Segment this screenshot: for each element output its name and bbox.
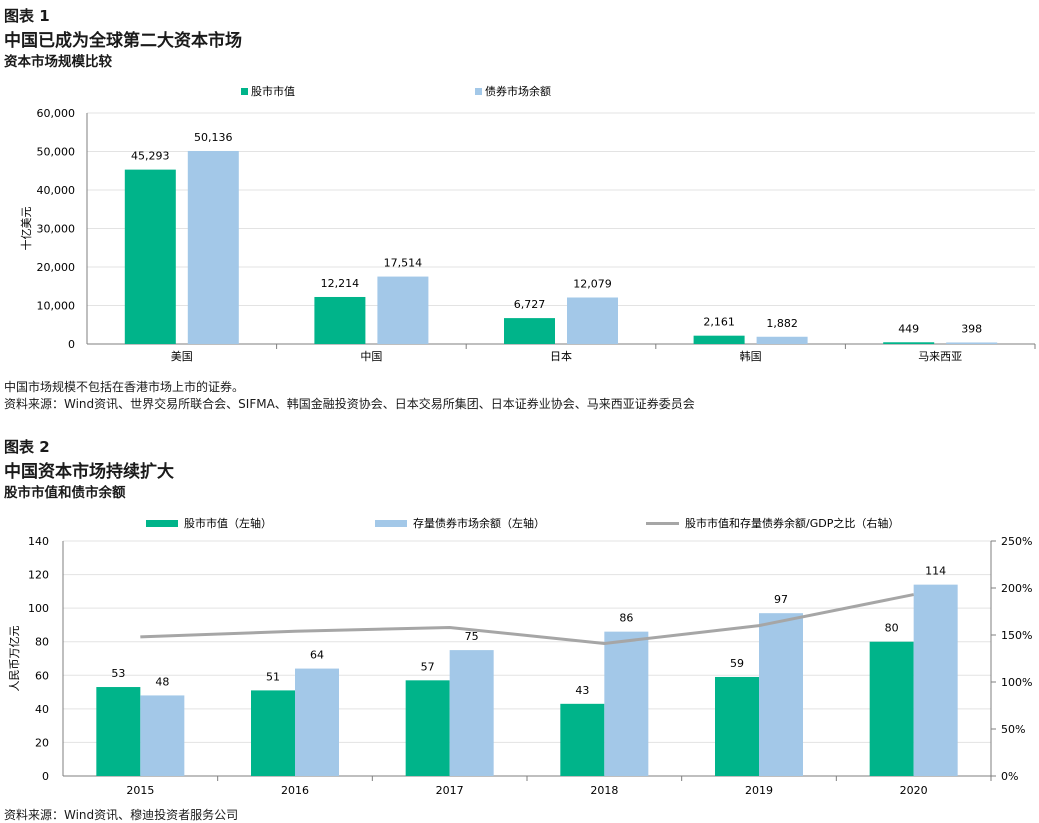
bar	[693, 335, 745, 344]
x-tick-label: 日本	[550, 349, 572, 363]
x-tick-label: 中国	[360, 350, 382, 363]
x-tick-label: 2015	[126, 784, 154, 797]
y-tick-label: 30,000	[37, 223, 76, 236]
y2-tick-label: 100%	[1001, 676, 1032, 689]
y2-tick-label: 250%	[1001, 535, 1032, 548]
figure1-label: 图表 1	[4, 7, 50, 25]
legend-swatch	[146, 520, 178, 527]
bar	[883, 342, 935, 344]
data-label: 2,161	[703, 316, 735, 329]
data-label: 449	[898, 322, 919, 335]
bar	[377, 276, 429, 344]
figure1-note: 中国市场规模不包括在香港市场上市的证券。	[4, 380, 245, 394]
y-tick-label: 50,000	[37, 146, 76, 159]
bar	[124, 169, 176, 344]
data-label: 64	[310, 649, 324, 662]
y2-tick-label: 150%	[1001, 629, 1032, 642]
data-label: 59	[730, 657, 744, 670]
bar	[96, 687, 141, 776]
bar	[560, 703, 605, 776]
legend-label: 股市市值和存量债券余额/GDP之比（右轴）	[685, 516, 899, 530]
y2-tick-label: 50%	[1001, 723, 1025, 736]
bar	[504, 318, 555, 344]
bar	[251, 690, 295, 776]
figure2-label: 图表 2	[4, 438, 50, 456]
legend-swatch	[241, 88, 248, 95]
y-tick-label: 140	[28, 535, 49, 548]
x-tick-label: 2017	[436, 784, 464, 797]
bar	[187, 150, 239, 344]
figure2-source: 资料来源：Wind资讯、穆迪投资者服务公司	[4, 808, 239, 822]
y-tick-label: 0	[42, 770, 49, 783]
y-tick-label: 20	[35, 736, 49, 749]
bar	[405, 680, 450, 776]
data-label: 12,214	[321, 277, 360, 290]
figure1-title: 中国已成为全球第二大资本市场	[4, 31, 242, 51]
x-tick-label: 美国	[171, 350, 193, 363]
bar	[604, 631, 649, 776]
data-label: 75	[465, 630, 479, 643]
data-label: 50,136	[194, 131, 233, 144]
data-label: 114	[925, 565, 946, 578]
bar	[314, 296, 366, 344]
bar	[759, 613, 803, 776]
y-tick-label: 0	[68, 338, 75, 351]
legend-label: 股市市值	[251, 84, 295, 98]
bar	[913, 584, 958, 776]
legend-label: 存量债券市场余额（左轴）	[413, 516, 545, 530]
data-label: 43	[575, 684, 589, 697]
data-label: 80	[885, 622, 899, 635]
legend-label: 股市市值（左轴）	[184, 516, 272, 530]
x-tick-label: 马来西亚	[918, 350, 962, 363]
data-label: 17,514	[384, 257, 423, 270]
x-tick-label: 2020	[900, 784, 928, 797]
y-axis-title: 十亿美元	[19, 207, 33, 251]
y-tick-label: 40,000	[37, 184, 76, 197]
data-label: 398	[961, 322, 982, 335]
chart2: 0 20 40 60 80 100 120 140 0% 50% 100% 150% 200% 250% 人…	[8, 516, 1032, 797]
y-tick-label: 60,000	[37, 107, 76, 120]
y2-tick-label: 0%	[1001, 770, 1018, 783]
data-label: 97	[774, 593, 788, 606]
data-label: 86	[619, 612, 633, 625]
data-label: 45,293	[131, 150, 170, 163]
x-tick-label: 2018	[590, 784, 618, 797]
y-tick-label: 10,000	[37, 300, 76, 313]
figure2-title: 中国资本市场持续扩大	[4, 462, 174, 482]
bar	[756, 336, 808, 344]
bar	[295, 668, 339, 776]
data-label: 53	[111, 667, 125, 680]
legend-swatch	[475, 88, 482, 95]
data-label: 48	[155, 675, 169, 688]
data-label: 1,882	[766, 317, 798, 330]
x-tick-label: 2016	[281, 784, 309, 797]
y-tick-label: 120	[28, 569, 49, 582]
x-tick-label: 韩国	[740, 349, 762, 363]
figure2-subtitle: 股市市值和债市余额	[4, 485, 126, 501]
x-tick-label: 2019	[745, 784, 773, 797]
figure1-source: 资料来源：Wind资讯、世界交易所联合会、SIFMA、韩国金融投资协会、日本交易…	[4, 397, 695, 411]
bar	[869, 641, 914, 776]
data-label: 6,727	[514, 298, 546, 311]
legend-label: 债券市场余额	[485, 84, 551, 98]
y2-tick-label: 200%	[1001, 582, 1032, 595]
bar	[567, 297, 618, 344]
bar	[946, 342, 998, 344]
bar	[715, 676, 759, 776]
chart1: 0 10,000 20,000 30,000 40,000 50,000 60,000 十亿美…	[19, 84, 1036, 363]
y-axis-title: 人民币万亿元	[8, 626, 21, 692]
data-label: 51	[266, 670, 280, 683]
figure1-subtitle: 资本市场规模比较	[4, 54, 112, 70]
y-tick-label: 60	[35, 669, 49, 682]
y-tick-label: 20,000	[37, 261, 76, 274]
data-label: 12,079	[573, 277, 612, 290]
y-tick-label: 80	[35, 636, 49, 649]
legend-swatch	[375, 520, 407, 527]
y-tick-label: 100	[28, 602, 49, 615]
ratio-line	[140, 593, 914, 645]
bar	[449, 650, 494, 776]
bar	[140, 695, 185, 776]
y-tick-label: 40	[35, 703, 49, 716]
data-label: 57	[421, 660, 435, 673]
